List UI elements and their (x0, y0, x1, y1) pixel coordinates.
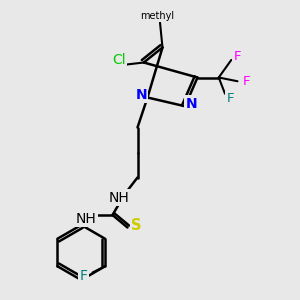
Text: N: N (185, 97, 197, 111)
Text: F: F (80, 269, 88, 283)
Text: S: S (131, 218, 142, 232)
Text: methyl: methyl (140, 11, 175, 21)
Text: F: F (234, 50, 241, 63)
Text: F: F (226, 92, 234, 105)
Text: F: F (242, 75, 250, 88)
Text: NH: NH (76, 212, 97, 226)
Text: N: N (135, 88, 147, 102)
Text: NH: NH (108, 190, 129, 205)
Text: Cl: Cl (112, 53, 126, 67)
